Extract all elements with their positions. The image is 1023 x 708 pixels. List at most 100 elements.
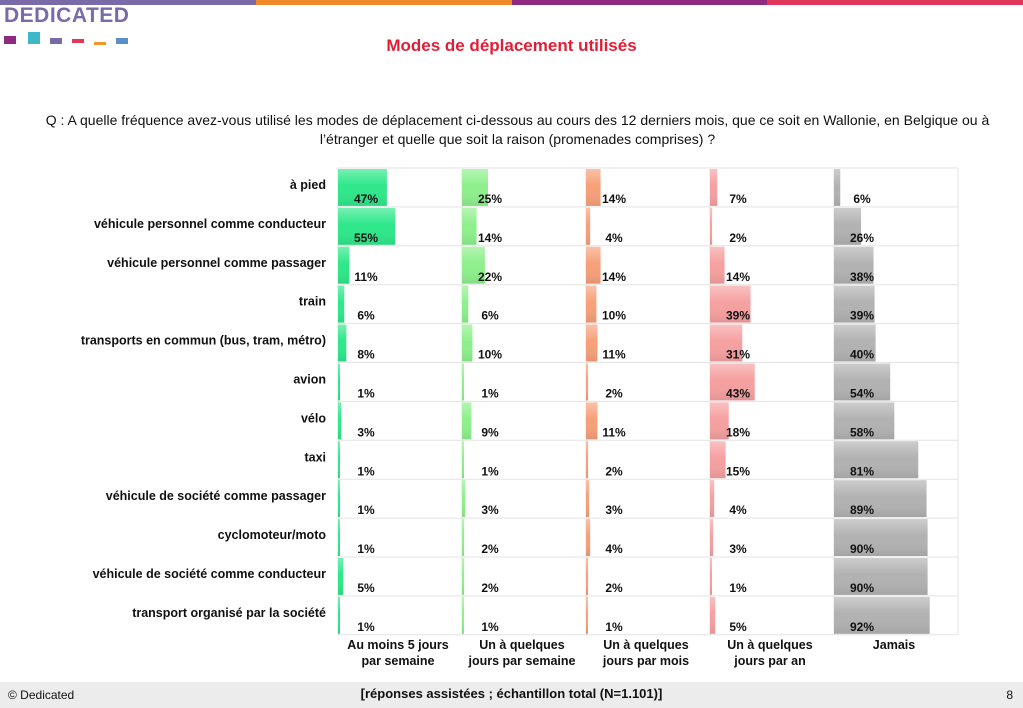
data-label: 14% [602,270,626,284]
logo-text: DEDICATED [4,4,130,27]
data-label: 1% [357,464,375,478]
data-label: 22% [478,270,502,284]
data-label: 90% [850,581,874,595]
data-label: 38% [850,270,874,284]
data-label: 55% [354,231,378,245]
bar-sheen [462,363,464,401]
bar-sheen [462,402,472,440]
logo-mark [50,38,62,44]
bar-sheen [834,363,891,401]
column-label: jours par an [733,654,806,668]
data-label: 18% [726,425,750,439]
data-label: 1% [357,503,375,517]
data-label: 3% [729,542,747,556]
data-label: 2% [481,581,499,595]
column-label: jours par mois [602,654,689,668]
data-label: 43% [726,387,750,401]
data-label: 1% [481,464,499,478]
data-label: 14% [478,231,502,245]
bar-sheen [338,558,344,595]
data-label: 2% [481,542,499,556]
data-label: 2% [605,387,623,401]
data-label: 39% [850,309,874,323]
bar-sheen [586,480,590,518]
bar-sheen [834,207,862,245]
data-label: 8% [357,348,375,362]
bar-sheen [710,596,716,634]
bar-sheen [710,441,726,479]
bar-sheen [586,324,598,362]
bar-sheen [338,596,340,634]
data-label: 81% [850,464,874,478]
data-label: 58% [850,425,874,439]
bar-sheen [710,363,755,401]
data-label: 3% [481,503,499,517]
data-label: 2% [605,464,623,478]
data-label: 14% [726,270,750,284]
frequency-chart: à pied véhicule personnel comme conducteu… [81,167,959,668]
category-label: cyclomoteur/moto [218,528,327,542]
data-label: 25% [478,192,502,206]
bar-sheen [834,558,928,595]
bar-sheen [710,519,714,556]
data-label: 1% [605,620,623,634]
bar-sheen [462,558,465,595]
bar-sheen [586,558,589,595]
bar-sheen [710,480,715,518]
column-label: Un à quelques [479,638,564,652]
page-number: 8 [1006,688,1013,702]
data-label: 39% [726,309,750,323]
data-label: 31% [726,348,750,362]
data-label: 54% [850,387,874,401]
top-bar-segment [0,0,256,5]
category-label: transport organisé par la société [132,606,326,620]
category-label: véhicule personnel comme passager [107,256,326,270]
footer: © Dedicated [réponses assistées ; échant… [0,682,1023,708]
bar-sheen [462,246,485,284]
bar-sheen [834,324,876,362]
column-label: Au moins 5 jours [347,638,448,652]
data-label: 4% [605,231,623,245]
data-label: 7% [729,192,747,206]
bar-sheen [710,402,729,440]
data-label: 10% [478,348,502,362]
bar-sheen [710,324,743,362]
data-label: 10% [602,309,626,323]
logo-mark [94,42,106,45]
bar-sheen [586,402,598,440]
survey-question: Q : A quelle fréquence avez-vous utilisé… [45,112,990,147]
data-label: 4% [605,542,623,556]
bar-sheen [834,480,927,518]
logo-mark [28,32,40,44]
top-bar-segment [255,0,512,5]
data-label: 1% [729,581,747,595]
bar-sheen [462,519,465,556]
bar-sheen [834,402,895,440]
bar-sheen [586,441,589,479]
bar-sheen [834,285,875,323]
data-label: 1% [357,620,375,634]
bar-sheen [586,169,601,206]
category-label: transports en commun (bus, tram, métro) [81,334,326,348]
bar-sheen [462,285,469,323]
bar-sheen [338,285,345,323]
bar-sheen [710,207,713,245]
category-label: véhicule de société comme passager [106,489,326,503]
bar-sheen [338,363,340,401]
logo-mark [72,39,84,43]
data-label: 2% [729,231,747,245]
bar-sheen [834,596,930,634]
data-label: 1% [357,542,375,556]
data-label: 1% [481,387,499,401]
data-label: 9% [481,425,499,439]
logo-mark [116,38,128,44]
logo-mark [4,36,16,44]
bar-sheen [338,402,342,440]
bar-sheen [462,324,473,362]
bar-sheen [710,169,718,206]
data-label: 4% [729,503,747,517]
bar-sheen [586,246,601,284]
page-title: Modes de déplacement utilisés [386,36,637,55]
bar-sheen [462,480,466,518]
bar-sheen [586,519,591,556]
